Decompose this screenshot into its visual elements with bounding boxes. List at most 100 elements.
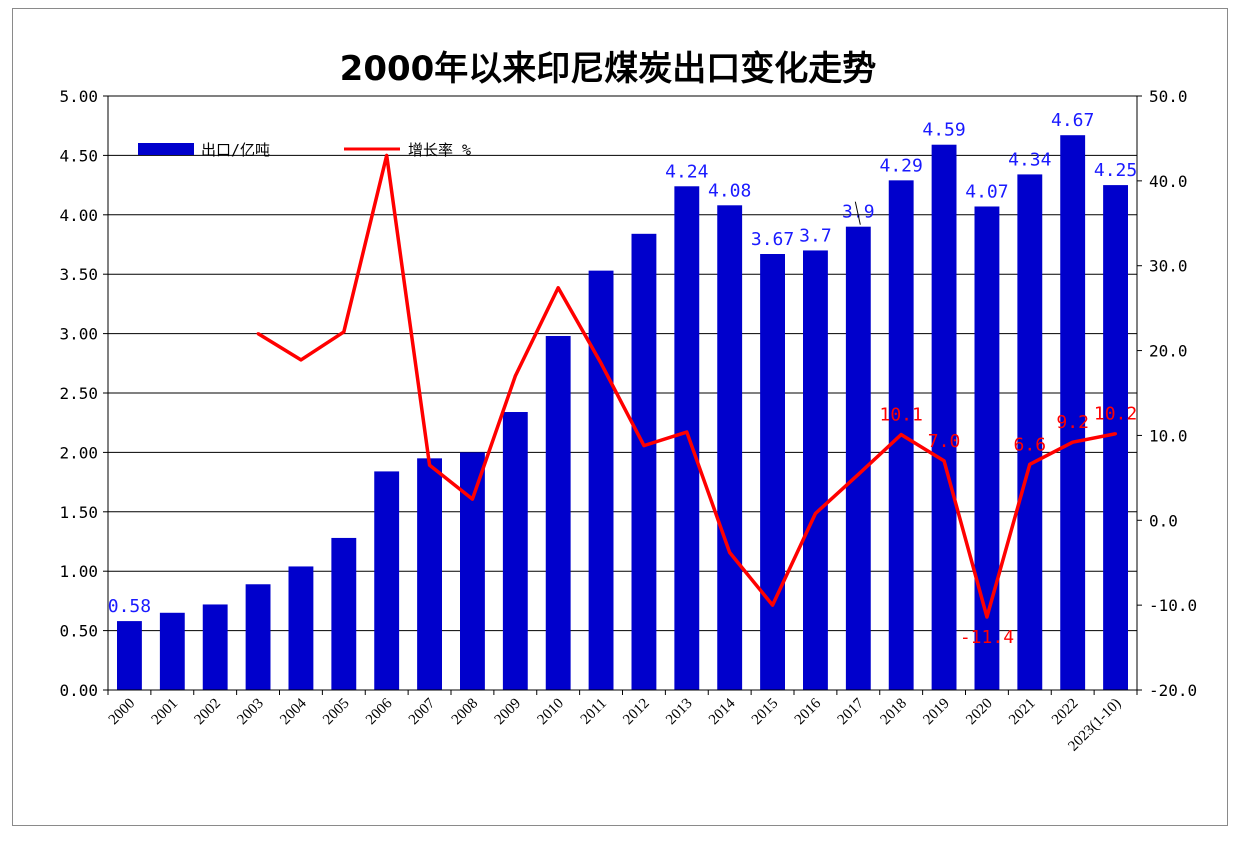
y-right-tick-label: -20.0 [1149, 681, 1197, 700]
y-left-tick-label: 3.00 [59, 325, 98, 344]
bar [931, 144, 957, 690]
bar-data-label: 4.08 [708, 180, 751, 201]
x-tick-label: 2012 [620, 696, 653, 729]
bar [974, 206, 1000, 690]
y-right-tick-label: 20.0 [1149, 342, 1188, 361]
bar [374, 471, 400, 690]
bar [1060, 135, 1086, 691]
bar [331, 537, 357, 690]
bar [545, 335, 571, 690]
line-data-label: -11.4 [960, 627, 1014, 648]
x-tick-label: 2017 [835, 695, 868, 728]
legend: 出口/亿吨 增长率 % [138, 141, 471, 159]
x-tick-label: 2016 [792, 695, 825, 728]
bar-data-label: 3.9 [842, 202, 875, 223]
line-series [256, 153, 1118, 619]
line-point [1071, 440, 1075, 444]
line-data-label: 7.0 [928, 431, 961, 452]
bar [117, 621, 142, 690]
y-right-tick-label: 10.0 [1149, 426, 1188, 445]
x-tick-label: 2010 [534, 696, 567, 729]
bar [460, 452, 485, 690]
legend-bar-swatch [138, 143, 194, 155]
bar-data-label: 0.58 [108, 596, 151, 617]
y-right-tick-label: 30.0 [1149, 257, 1188, 276]
line-point [556, 286, 560, 290]
line-data-label: 10.1 [880, 405, 923, 426]
bar [417, 458, 442, 690]
bar [202, 604, 228, 690]
x-tick-label: 2021 [1006, 696, 1039, 729]
x-tick-label: 2001 [149, 696, 182, 729]
line-point [1028, 462, 1032, 466]
bar [1103, 185, 1128, 690]
x-tick-label: 2018 [877, 696, 910, 729]
y-left-tick-label: 4.00 [59, 206, 98, 225]
x-tick-label: 2014 [706, 695, 739, 728]
x-tick-label: 2003 [234, 696, 267, 729]
label-leader-line [854, 201, 861, 225]
bar [845, 226, 871, 690]
line-data-label: 9.2 [1056, 412, 1089, 433]
line-point [985, 615, 989, 619]
line-point [599, 361, 603, 365]
line-point [642, 444, 646, 448]
line-point [685, 430, 689, 434]
x-tick-label: 2022 [1049, 696, 1082, 729]
bar [760, 254, 785, 690]
line-point [470, 497, 474, 501]
x-tick-label: 2006 [363, 695, 396, 728]
line-point [771, 603, 775, 607]
x-tick-label: 2004 [277, 695, 310, 728]
x-tick-label: 2019 [920, 696, 953, 729]
bar [288, 566, 314, 690]
bar [631, 233, 657, 691]
bar-data-label: 3.67 [751, 229, 794, 250]
legend-line-label: 增长率 % [408, 141, 471, 159]
y-left-tick-label: 4.50 [59, 146, 98, 165]
y-left-tick-label: 0.00 [59, 681, 98, 700]
y-left-tick-label: 3.50 [59, 265, 98, 284]
bar-data-label: 4.24 [665, 161, 708, 182]
y-left-tick-label: 1.50 [59, 503, 98, 522]
bar [588, 270, 614, 690]
chart-title: 2000年以来印尼煤炭出口变化走势 [340, 49, 877, 89]
bar-data-label: 4.29 [880, 155, 923, 176]
bar [245, 584, 271, 690]
line-data-label: 6.6 [1014, 434, 1047, 455]
line-point [856, 472, 860, 476]
bar [674, 186, 700, 690]
line-point [342, 330, 346, 334]
x-tick-label: 2013 [663, 696, 696, 729]
bar-data-label: 4.07 [965, 181, 1008, 202]
x-tick-label: 2000 [106, 696, 139, 729]
x-tick-label: 2015 [749, 696, 782, 729]
bar [717, 205, 743, 690]
bar-data-label: 3.7 [799, 225, 832, 246]
line-point [728, 551, 732, 555]
line-point [513, 374, 517, 378]
x-tick-label: 2009 [492, 696, 525, 729]
bar-data-label: 4.59 [922, 120, 965, 141]
line-point [256, 332, 260, 336]
x-tick-label: 2007 [406, 695, 439, 728]
bar-series [117, 135, 1128, 691]
x-tick-label: 2005 [320, 696, 353, 729]
bar-data-label: 4.25 [1094, 160, 1137, 181]
data-labels: 0.584.244.083.67 3.73.94.294.594.074.344.… [108, 110, 1137, 648]
line-point [428, 463, 432, 467]
bar [803, 250, 828, 690]
legend-bar-label: 出口/亿吨 [201, 141, 270, 159]
bar-data-label: 4.34 [1008, 149, 1051, 170]
y-right-tick-label: 40.0 [1149, 172, 1188, 191]
bar-data-label: 4.67 [1051, 110, 1094, 131]
y-left-tick-label: 2.50 [59, 384, 98, 403]
y-right-tick-label: 0.0 [1149, 511, 1178, 530]
x-tick-label: 2008 [449, 696, 482, 729]
y-left-tick-label: 0.50 [59, 622, 98, 641]
y-right-tick-label: -10.0 [1149, 596, 1197, 615]
line-point [899, 433, 903, 437]
bar [1017, 174, 1043, 690]
axes: 0.00 0.50 1.00 1.50 2.00 2.50 3.00 3.50 4.00 4.50… [59, 87, 1197, 755]
